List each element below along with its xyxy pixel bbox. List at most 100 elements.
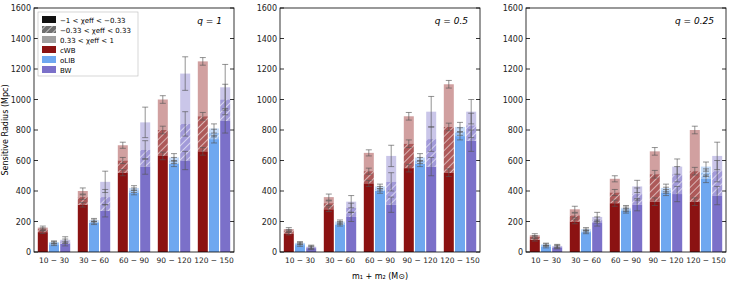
tick-label: 1400 <box>503 35 523 44</box>
error-bar <box>142 107 148 138</box>
error-bar <box>182 57 188 91</box>
error-bar <box>612 189 618 195</box>
tick <box>526 221 530 222</box>
bar-segment <box>570 222 580 253</box>
tick-label: 0 <box>518 248 523 257</box>
title: q = 1 <box>197 16 222 26</box>
bar-segment <box>661 193 671 252</box>
bar-segment <box>701 179 711 252</box>
bar-segment <box>610 203 620 252</box>
category-label: 120 − 150 <box>194 256 234 265</box>
tick <box>280 130 284 131</box>
bar-segment <box>404 116 414 143</box>
bars <box>530 130 722 252</box>
bar-segment <box>690 130 700 171</box>
tick <box>34 38 38 39</box>
panel: 0200400600800100012001400160010 − 3030 −… <box>1 4 234 265</box>
error-bar <box>348 196 354 208</box>
error-bar <box>377 184 383 189</box>
tick-label: 1600 <box>503 4 523 13</box>
legend-label: −0.33 < χeff < 0.33 <box>60 27 131 35</box>
bar-segment <box>140 167 150 252</box>
bar-segment <box>541 245 551 247</box>
bar-segment <box>552 247 562 252</box>
error-bar <box>326 201 332 206</box>
error-bar <box>468 100 474 124</box>
tick-label: 1000 <box>257 96 277 105</box>
bar-segment <box>49 242 59 244</box>
error-bar <box>572 219 578 224</box>
error-bar <box>51 243 57 245</box>
error-bar <box>663 184 669 192</box>
tick <box>280 221 284 222</box>
tick <box>476 221 480 222</box>
x-axis-label: m₁ + m₂ (M⊙) <box>352 272 408 281</box>
error-bar <box>286 228 292 231</box>
error-bar <box>211 135 217 143</box>
tick-label: 400 <box>262 187 277 196</box>
bar-segment <box>672 194 682 252</box>
category-label: 120 − 150 <box>686 256 726 265</box>
error-bar <box>446 80 452 88</box>
error-bar <box>366 168 372 174</box>
bar-segment <box>375 191 385 252</box>
error-bar <box>160 126 166 134</box>
error-bar <box>612 176 618 182</box>
frame <box>280 8 480 252</box>
bar-segment <box>530 240 540 252</box>
error-bar <box>211 124 217 133</box>
tick <box>230 130 234 131</box>
bar-segment <box>592 223 602 252</box>
frame <box>34 8 234 252</box>
tick-label: 800 <box>508 126 523 135</box>
y-axis-label: Sensitive Radius (Mpc) <box>1 84 10 175</box>
category-label: 60 − 90 <box>365 256 395 265</box>
bar-segment <box>306 248 316 252</box>
bar-segment <box>650 202 660 252</box>
tick <box>476 160 480 161</box>
error-bars <box>40 57 228 246</box>
category-label: 10 − 30 <box>531 256 561 265</box>
legend-swatch <box>42 16 56 23</box>
error-bar <box>286 232 292 234</box>
error-bar <box>326 194 332 200</box>
error-bar <box>583 228 589 231</box>
category-label: 10 − 30 <box>39 256 69 265</box>
tick-label: 1600 <box>11 4 31 13</box>
error-bar <box>326 207 332 212</box>
error-bar <box>182 112 188 136</box>
tick <box>230 191 234 192</box>
bar-segment <box>220 121 230 252</box>
error-bar <box>200 112 206 120</box>
tick <box>280 38 284 39</box>
error-bar <box>634 199 640 211</box>
panel: 0200400600800100012001400160010 − 3030 −… <box>503 4 726 265</box>
tick-label: 1200 <box>503 65 523 74</box>
figure: 0200400600800100012001400160010 − 3030 −… <box>0 0 739 282</box>
tick-label: 600 <box>262 157 277 166</box>
bars <box>284 84 476 252</box>
error-bar <box>40 231 46 233</box>
error-bar <box>543 245 549 247</box>
error-bar <box>634 180 640 192</box>
bar-segment <box>404 168 414 252</box>
error-bar <box>692 167 698 175</box>
bar-segment <box>650 174 660 201</box>
legend: −1 < χeff < −0.33−0.33 < χeff < 0.330.33… <box>38 12 138 76</box>
bar-segment <box>158 130 168 156</box>
tick <box>476 191 480 192</box>
tick-label: 1200 <box>257 65 277 74</box>
error-bar <box>692 198 698 206</box>
bar-segment <box>364 153 374 171</box>
error-bar <box>102 205 108 217</box>
tick-label: 600 <box>16 157 31 166</box>
tick <box>280 69 284 70</box>
error-bar <box>160 152 166 160</box>
error-bar <box>182 151 188 169</box>
bar-segment <box>169 164 179 252</box>
error-bar <box>406 164 412 172</box>
legend-swatch <box>42 36 56 43</box>
error-bar <box>40 226 46 229</box>
category-label: 120 − 150 <box>440 256 480 265</box>
bar-segment <box>209 139 219 252</box>
